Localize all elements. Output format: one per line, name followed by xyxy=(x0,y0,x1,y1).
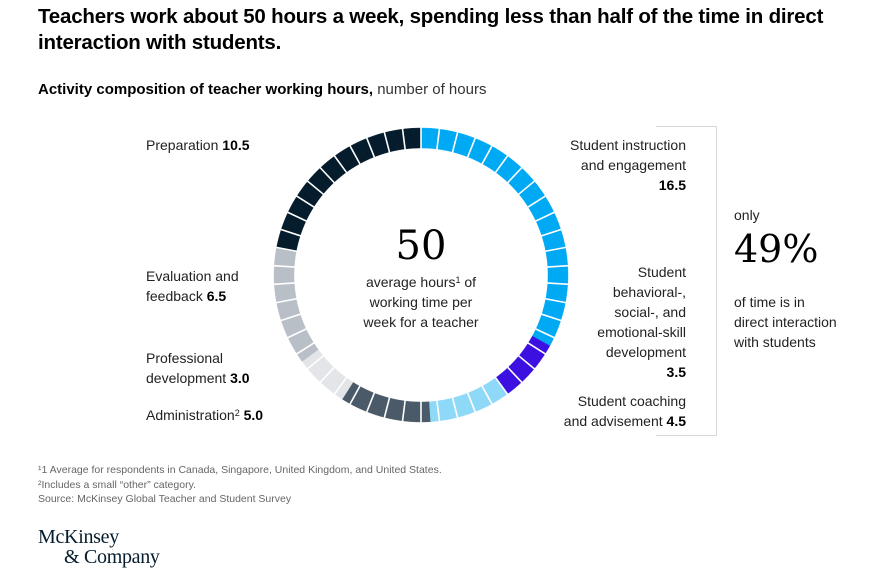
segment-divider xyxy=(279,228,302,237)
segment-divider xyxy=(273,282,296,286)
ring-segment xyxy=(420,127,431,149)
segment-divider xyxy=(286,211,308,223)
segment-divider xyxy=(466,137,477,159)
label-preparation: Preparation 10.5 xyxy=(146,137,250,153)
segment-divider xyxy=(546,264,569,268)
segment-divider xyxy=(435,128,441,151)
segment-divider xyxy=(451,131,459,154)
label-student-instruction: Student instruction and engagement 16.5 xyxy=(570,137,686,193)
segment-divider xyxy=(435,399,441,422)
callout-description: of time is in direct interaction with stud… xyxy=(734,294,837,350)
segment-divider xyxy=(544,246,567,253)
segment-divider xyxy=(306,180,325,196)
segment-divider xyxy=(506,166,523,184)
segment-divider xyxy=(306,354,325,370)
segment-divider xyxy=(319,366,336,384)
segment-divider xyxy=(365,137,376,159)
segment-divider xyxy=(506,366,523,384)
footnote-2: ²Includes a small “other” category. xyxy=(38,478,196,491)
label-evaluation: Evaluation and feedback 6.5 xyxy=(146,268,239,304)
segment-divider xyxy=(383,131,391,154)
segment-divider xyxy=(517,354,536,370)
segment-divider xyxy=(273,264,296,268)
segment-divider xyxy=(494,154,509,174)
segment-divider xyxy=(546,282,569,286)
segment-divider xyxy=(517,180,536,196)
segment-divider xyxy=(383,396,391,419)
segment-divider xyxy=(466,391,477,413)
bracket-bottom xyxy=(656,435,717,436)
chart-title: Teachers work about 50 hours a week, spe… xyxy=(38,5,824,54)
callout-only: only xyxy=(734,207,760,223)
segment-divider xyxy=(451,396,459,419)
segment-divider xyxy=(534,211,556,223)
label-professional-development: Professional development 3.0 xyxy=(146,350,250,386)
segment-divider xyxy=(540,313,563,322)
center-line3: week for a teacher xyxy=(363,314,479,330)
segment-divider xyxy=(526,341,547,355)
segment-divider xyxy=(540,228,563,237)
subtitle-bold: Activity composition of teacher working … xyxy=(38,81,374,98)
label-student-coaching: Student coaching and advisement 4.5 xyxy=(563,393,686,429)
ring-segment xyxy=(411,127,422,149)
center-description: average hours1 of working time per week … xyxy=(321,272,521,332)
segment-divider xyxy=(348,144,362,165)
segment-divider xyxy=(480,385,494,406)
segment-divider xyxy=(526,195,547,209)
source-note: Source: McKinsey Global Teacher and Stud… xyxy=(38,493,292,505)
total-hours: 50 xyxy=(395,223,447,269)
chart-subtitle: Activity composition of teacher working … xyxy=(38,80,486,100)
bracket-line xyxy=(716,126,717,436)
segment-divider xyxy=(319,166,336,184)
segment-divider xyxy=(275,297,298,304)
label-administration: Administration2 5.0 xyxy=(146,407,264,423)
segment-divider xyxy=(534,327,556,339)
segment-divider xyxy=(365,391,376,413)
segment-divider xyxy=(401,128,407,151)
segment-divider xyxy=(544,297,567,304)
segment-divider xyxy=(279,313,302,322)
segment-divider xyxy=(295,195,316,209)
subtitle-unit: number of hours xyxy=(373,81,487,98)
callout-percent: 49% xyxy=(734,227,819,271)
segment-divider xyxy=(295,341,316,355)
segment-divider xyxy=(348,385,362,406)
ring-segment xyxy=(411,401,422,423)
center-line2: working time per xyxy=(369,294,473,310)
segment-divider xyxy=(333,376,348,396)
segment-divider xyxy=(275,246,298,253)
segment-divider xyxy=(480,144,494,165)
center-line1: average hours1 of xyxy=(365,274,477,290)
mckinsey-logo: McKinsey & Company xyxy=(38,526,160,568)
footnotes: ¹1 Average for respondents in Canada, Si… xyxy=(38,463,442,507)
ring-segment xyxy=(420,401,431,423)
footnote-1: ¹1 Average for respondents in Canada, Si… xyxy=(38,464,442,476)
segment-divider xyxy=(286,327,308,339)
segment-divider xyxy=(333,154,348,174)
label-behavioral-development: Student behavioral-, social-, and emotional… xyxy=(597,264,686,380)
segment-divider xyxy=(494,376,509,396)
bracket-top xyxy=(656,126,717,127)
segment-divider xyxy=(401,399,407,422)
